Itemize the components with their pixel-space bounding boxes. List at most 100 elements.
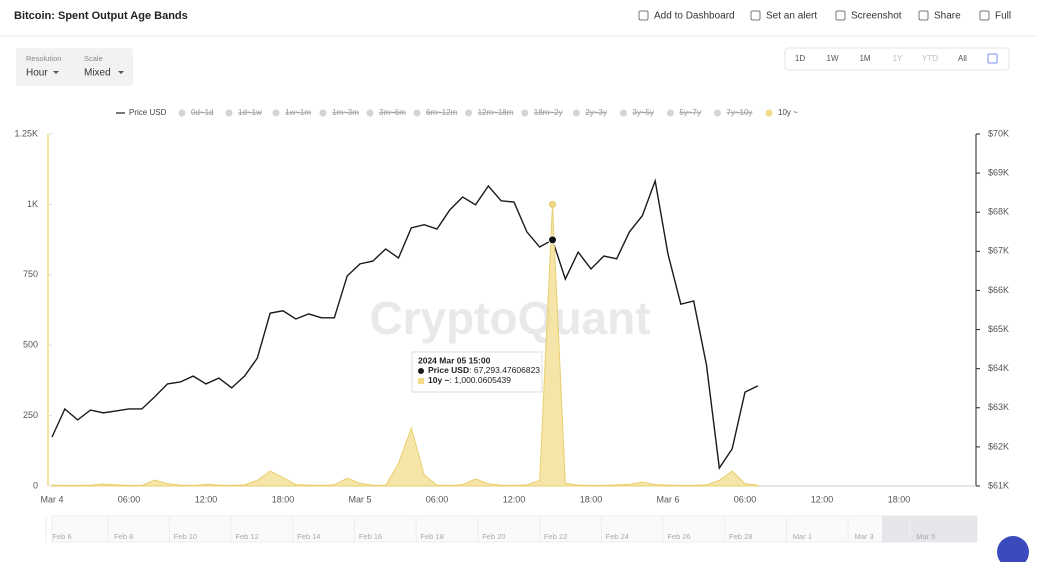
header-action[interactable]: Add to Dashboard	[654, 11, 735, 22]
calendar-icon[interactable]	[987, 53, 998, 64]
y-tick-label: 0	[33, 480, 38, 490]
x-tick-label: 12:00	[811, 494, 834, 504]
header-action[interactable]: Screenshot	[851, 11, 902, 22]
y-tick-label: 1K	[27, 199, 38, 209]
tooltip-name: 10y ~	[428, 375, 450, 385]
tooltip-name: Price USD	[428, 365, 469, 375]
range-button[interactable]: 1W	[827, 54, 839, 63]
dropdown-icon	[53, 71, 59, 74]
action-icon	[835, 10, 846, 21]
dropdown-icon	[118, 71, 124, 74]
y-tick-label: 250	[23, 410, 38, 420]
legend-swatch	[765, 109, 773, 117]
range-button[interactable]: 1Y	[893, 54, 903, 63]
range-button[interactable]: YTD	[922, 54, 938, 63]
action-icon	[979, 10, 990, 21]
legend-entry[interactable]: 2y~3y	[585, 108, 607, 117]
range-button[interactable]: 1D	[795, 54, 805, 63]
x-tick-label: 18:00	[580, 494, 603, 504]
navigator-label: Feb 8	[114, 532, 133, 541]
watermark: CryptoQuant	[369, 292, 650, 344]
legend-entry[interactable]: 7y~10y	[726, 108, 752, 117]
header-action[interactable]: Set an alert	[766, 11, 817, 22]
action-icon	[750, 10, 761, 21]
header-action[interactable]: Share	[934, 11, 961, 22]
tooltip-value: 1,000.0605439	[454, 375, 511, 385]
legend-entry[interactable]: 18m~2y	[534, 108, 563, 117]
action-icon	[918, 10, 929, 21]
header-action[interactable]: Full	[995, 11, 1011, 22]
y2-tick-label: $62K	[988, 441, 1009, 451]
legend-entry[interactable]: 10y ~	[778, 108, 798, 117]
tooltip-swatch	[418, 378, 424, 384]
legend-entry[interactable]: 6m~12m	[426, 108, 458, 117]
navigator-label: Feb 28	[729, 532, 752, 541]
x-tick-label: 18:00	[888, 494, 911, 504]
y2-tick-label: $61K	[988, 480, 1009, 490]
y2-tick-label: $65K	[988, 324, 1009, 334]
navigator-window[interactable]	[882, 516, 977, 542]
tooltip-title: 2024 Mar 05 15:00	[418, 355, 491, 365]
x-tick-label: Mar 6	[656, 494, 679, 504]
chat-button[interactable]	[997, 536, 1029, 562]
x-tick-label: Mar 5	[348, 494, 371, 504]
legend-swatch	[713, 109, 721, 117]
legend-entry[interactable]: 1d~1w	[238, 108, 262, 117]
legend-entry[interactable]: 3m~6m	[379, 108, 406, 117]
tooltip-row: Price USD: 67,293.47606823	[428, 365, 540, 375]
legend-entry[interactable]: 0d~1d	[191, 108, 213, 117]
legend-swatch	[366, 109, 374, 117]
scale-label: Scale	[84, 54, 103, 63]
tooltip-separator: :	[469, 365, 474, 375]
y2-tick-label: $67K	[988, 246, 1009, 256]
y2-tick-label: $63K	[988, 402, 1009, 412]
y-tick-label: 1.25K	[14, 128, 38, 138]
tooltip-swatch	[418, 368, 424, 374]
y2-tick-label: $66K	[988, 285, 1009, 295]
x-tick-label: Mar 4	[40, 494, 63, 504]
legend-entry[interactable]: 5y~7y	[679, 108, 701, 117]
navigator-label: Mar 1	[793, 532, 812, 541]
legend-entry[interactable]: 3y~5y	[632, 108, 654, 117]
navigator-label: Mar 5	[916, 532, 935, 541]
navigator-label: Feb 12	[235, 532, 258, 541]
range-button[interactable]: 1M	[859, 54, 870, 63]
x-tick-label: 18:00	[272, 494, 295, 504]
range-button[interactable]: All	[958, 54, 967, 63]
y-tick-label: 750	[23, 269, 38, 279]
legend-swatch	[319, 109, 327, 117]
x-tick-label: 12:00	[195, 494, 218, 504]
y2-tick-label: $69K	[988, 167, 1009, 177]
tooltip-value: 67,293.47606823	[474, 365, 540, 375]
navigator-label: Feb 26	[667, 532, 690, 541]
navigator-label: Feb 22	[544, 532, 567, 541]
legend-swatch	[666, 109, 674, 117]
range-box	[784, 47, 1010, 71]
resolution-select[interactable]: Hour	[26, 68, 48, 79]
navigator-label: Feb 6	[52, 532, 71, 541]
legend-swatch	[225, 109, 233, 117]
legend-swatch	[272, 109, 280, 117]
legend-entry[interactable]: 1w~1m	[285, 108, 311, 117]
y2-tick-label: $68K	[988, 207, 1009, 217]
navigator-label: Feb 10	[174, 532, 197, 541]
legend-swatch	[178, 109, 186, 117]
hover-point	[548, 235, 557, 245]
hover-point	[549, 200, 556, 208]
area	[51, 204, 759, 487]
navigator-label: Feb 24	[606, 532, 629, 541]
legend-entry[interactable]: Price USD	[129, 108, 167, 117]
y2-tick-label: $64K	[988, 363, 1009, 373]
navigator-label: Feb 16	[359, 532, 382, 541]
tooltip-row: 10y ~: 1,000.0605439	[428, 375, 511, 385]
legend-entry[interactable]: 12m~18m	[478, 108, 514, 117]
scale-select[interactable]: Mixed	[84, 68, 111, 79]
navigator-label: Feb 18	[421, 532, 444, 541]
legend-entry[interactable]: 1m~3m	[332, 108, 359, 117]
x-tick-label: 06:00	[734, 494, 757, 504]
legend-swatch	[521, 109, 529, 117]
legend-swatch	[619, 109, 627, 117]
controls-box	[16, 48, 133, 86]
navigator-label: Mar 3	[855, 532, 874, 541]
action-icon	[638, 10, 649, 21]
